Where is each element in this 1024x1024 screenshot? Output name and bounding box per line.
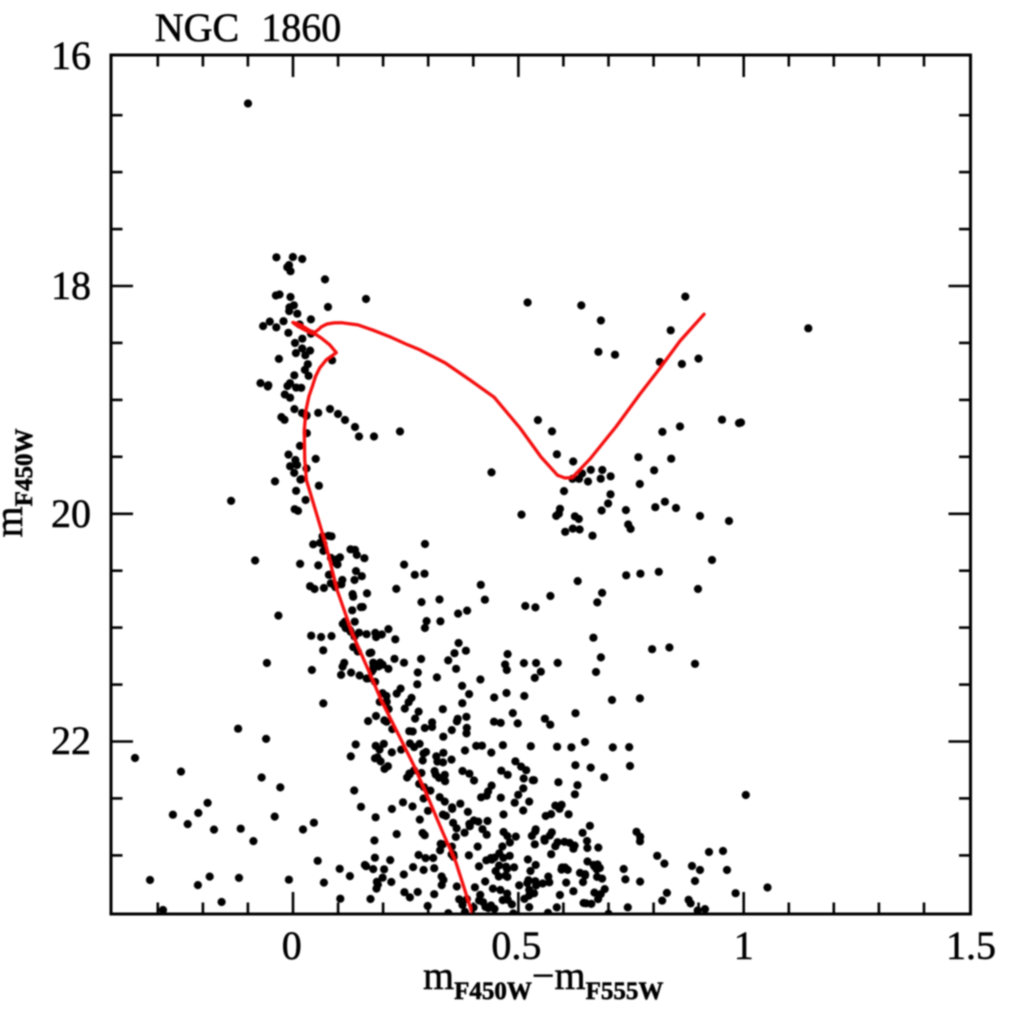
svg-text:0.5: 0.5 bbox=[491, 923, 541, 968]
svg-text:1: 1 bbox=[734, 923, 754, 968]
svg-text:16: 16 bbox=[51, 33, 91, 78]
svg-text:NGC 1860: NGC 1860 bbox=[155, 5, 341, 50]
svg-text:22: 22 bbox=[51, 718, 91, 763]
svg-text:1.5: 1.5 bbox=[946, 923, 996, 968]
svg-text:0: 0 bbox=[282, 923, 302, 968]
svg-text:mF450W: mF450W bbox=[0, 429, 38, 538]
svg-text:mF450W−mF555W: mF450W−mF555W bbox=[423, 953, 663, 1005]
svg-text:20: 20 bbox=[51, 491, 91, 536]
svg-text:18: 18 bbox=[51, 263, 91, 308]
